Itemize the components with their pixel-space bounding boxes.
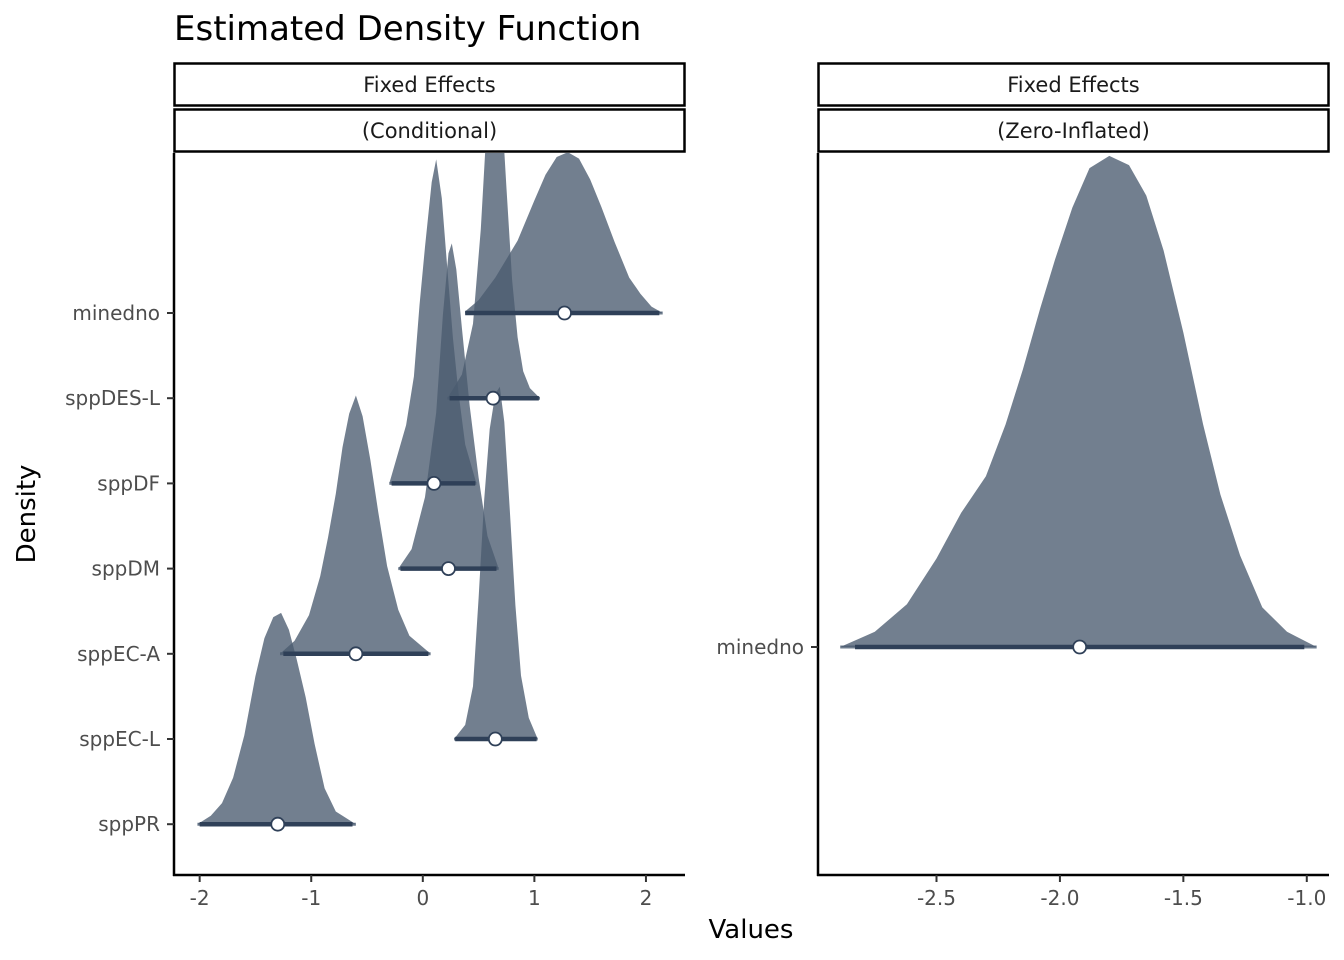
x-tick-label: -1 <box>301 886 321 910</box>
plot-area: minedno sppDES-L sppDF sppDM sppEC-A sppEC-L s… <box>65 153 685 910</box>
panel-zero-inflated: Fixed Effects (Zero-Inflated) minedno -2.… <box>716 62 1330 910</box>
y-tick-label-minedno: minedno <box>716 635 804 659</box>
median-point-sppec-a <box>348 646 364 662</box>
y-tick-label-sppec-a: sppEC-A <box>77 642 160 666</box>
panel-strip-top: Fixed Effects <box>817 62 1330 107</box>
interval-layer <box>199 305 660 832</box>
y-tick-label-sppdes-l: sppDES-L <box>65 386 161 410</box>
median-point-minedno <box>1072 639 1088 655</box>
density-sppdes-l <box>447 153 540 399</box>
density-layer <box>197 153 663 826</box>
strip-label-conditional: (Conditional) <box>362 119 497 143</box>
y-axis-title: Density <box>12 465 42 564</box>
density-layer <box>840 155 1317 649</box>
plot-area: minedno -2.5 -2.0 -1.5 -1.0 <box>716 153 1329 910</box>
interval-layer <box>855 639 1305 655</box>
x-tick-label: -1.5 <box>1164 886 1203 910</box>
y-tick-label-sppdm: sppDM <box>92 557 160 581</box>
x-tick-label: -2.5 <box>917 886 956 910</box>
x-tick-label: 1 <box>528 886 541 910</box>
density-spppr <box>197 612 356 825</box>
y-tick-label-sppec-l: sppEC-L <box>79 727 161 751</box>
x-axis-title: Values <box>709 915 794 945</box>
y-tick-label-spppr: sppPR <box>98 812 160 836</box>
y-tick-label-minedno: minedno <box>72 301 160 325</box>
strip-label-fixed-effects: Fixed Effects <box>1007 73 1139 97</box>
median-point-sppec-l <box>487 731 503 747</box>
median-point-spppr <box>270 816 286 832</box>
density-minedno <box>465 153 663 313</box>
strip-label-fixed-effects: Fixed Effects <box>363 73 495 97</box>
x-tick-label: -1.0 <box>1287 886 1326 910</box>
x-tick-label: 2 <box>640 886 653 910</box>
panel-strip-top: Fixed Effects <box>173 62 686 107</box>
median-point-sppdm <box>441 561 456 576</box>
x-tick-label: 0 <box>416 886 429 910</box>
median-point-sppdes-l <box>485 390 501 406</box>
density-sppec-l <box>454 386 538 739</box>
strip-label-zero-inflated: (Zero-Inflated) <box>997 119 1150 143</box>
density-sppdm <box>398 243 499 569</box>
y-tick-label-sppdf: sppDF <box>97 471 160 495</box>
median-point-minedno <box>557 305 572 321</box>
density-minedno <box>840 155 1317 647</box>
panel-strip-bottom: (Zero-Inflated) <box>817 108 1330 153</box>
x-tick-label: -2 <box>190 886 210 910</box>
density-sppec-a <box>280 395 431 654</box>
x-tick-label: -2.0 <box>1040 886 1079 910</box>
panel-strip-bottom: (Conditional) <box>173 108 686 153</box>
panel-conditional: Fixed Effects (Conditional) minedno sppDE… <box>65 62 686 910</box>
chart-title: Estimated Density Function <box>174 9 641 49</box>
median-point-sppdf <box>426 475 442 491</box>
